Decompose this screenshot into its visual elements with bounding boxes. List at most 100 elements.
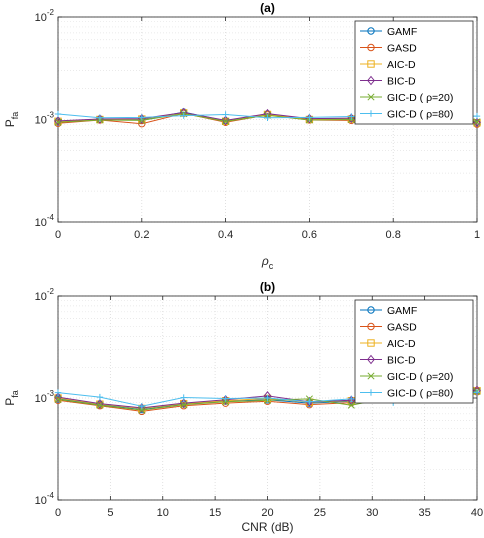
legend-item: AIC-D	[360, 59, 416, 71]
data-point	[348, 113, 355, 120]
data-point	[473, 118, 481, 126]
y-tick-base: 10	[35, 217, 47, 229]
x-axis-label-main: ρ	[261, 254, 269, 268]
legend-item: BIC-D	[360, 76, 416, 88]
legend-item: GIC-D ( ρ=20)	[360, 92, 453, 104]
y-tick-label: 10-4	[35, 491, 55, 507]
x-tick-label: 0.2	[134, 229, 149, 241]
legend-label: AIC-D	[387, 59, 416, 71]
legend-label: GAMF	[387, 26, 417, 38]
y-tick-base: 10	[35, 12, 47, 24]
legend-label: GIC-D ( ρ=20)	[387, 371, 453, 383]
legend-label: GIC-D ( ρ=80)	[387, 109, 453, 121]
y-tick-label: 10-4	[35, 213, 55, 229]
legend-label: GIC-D ( ρ=80)	[387, 388, 453, 400]
x-axis-label-sub: c	[269, 261, 274, 271]
data-point	[222, 398, 230, 406]
y-tick-base: 10	[35, 291, 47, 303]
y-tick-exponent: -4	[47, 491, 55, 500]
x-axis-label-main: CNR (dB)	[241, 520, 293, 534]
x-tick-label: 40	[471, 507, 483, 519]
data-point	[96, 393, 104, 401]
data-point	[54, 389, 62, 396]
x-tick-label: 0.6	[302, 229, 317, 241]
data-point	[367, 339, 375, 347]
legend-item: GAMF	[360, 26, 417, 38]
x-tick-label: 0	[55, 507, 61, 519]
y-tick-exponent: -2	[47, 287, 55, 296]
data-point	[367, 354, 375, 365]
data-point	[367, 93, 375, 101]
legend-label: AIC-D	[387, 338, 416, 350]
y-axis-label: Pfa	[3, 112, 20, 128]
legend-item: GASD	[360, 322, 417, 334]
data-point	[306, 398, 313, 405]
x-tick-label: 1	[474, 229, 480, 241]
legend-label: BIC-D	[387, 355, 416, 367]
legend-item: GAMF	[360, 305, 417, 317]
legend: GAMF GASD AIC-D BIC-D GIC-D ( ρ=20) GIC-D ( ρ…	[354, 20, 474, 125]
data-point	[222, 117, 230, 125]
y-tick-label: 10-3	[35, 111, 55, 127]
data-point	[54, 395, 62, 403]
data-point	[367, 306, 375, 314]
legend-item: GIC-D ( ρ=80)	[360, 388, 453, 400]
data-point	[54, 392, 62, 402]
legend: GAMF GASD AIC-D BIC-D GIC-D ( ρ=20) GIC-D ( ρ…	[354, 299, 474, 404]
legend-item: BIC-D	[360, 355, 416, 367]
legend-label: GASD	[387, 322, 417, 334]
data-point	[96, 398, 104, 409]
legend-item: GASD	[360, 43, 417, 55]
data-point	[367, 389, 375, 396]
x-tick-label: 5	[107, 507, 113, 519]
x-axis-label: CNR (dB)	[241, 520, 293, 534]
x-tick-label: 0	[55, 229, 61, 241]
data-point	[96, 401, 104, 409]
y-axis-label-main: P	[3, 119, 17, 127]
data-point	[367, 60, 375, 68]
data-point	[138, 114, 145, 121]
x-tick-label: 35	[419, 507, 431, 519]
legend-item: AIC-D	[360, 338, 416, 350]
y-tick-base: 10	[35, 495, 47, 507]
y-tick-label: 10-2	[35, 8, 55, 24]
data-point	[367, 322, 375, 331]
x-tick-label: 0.4	[218, 229, 233, 241]
y-axis-label-main: P	[3, 398, 17, 406]
data-point	[367, 43, 375, 52]
legend-box	[354, 20, 474, 125]
data-point	[138, 403, 145, 410]
legend-label: BIC-D	[387, 76, 416, 88]
y-tick-exponent: -3	[47, 389, 55, 398]
y-axis-label-sub: fa	[10, 112, 20, 120]
y-tick-base: 10	[35, 115, 47, 127]
chart-title: (b)	[260, 280, 275, 294]
data-point	[473, 112, 481, 120]
chart-a: 0 0.2 0.4 0.6 0.8 110-410-310-2 (a)ρcPfaGAMFGA…	[3, 1, 481, 271]
data-point	[180, 394, 187, 401]
data-point	[367, 372, 375, 380]
legend-item: GIC-D ( ρ=80)	[360, 109, 453, 121]
data-point	[264, 114, 271, 121]
data-point	[222, 111, 229, 118]
data-point	[473, 388, 481, 396]
y-tick-exponent: -3	[47, 111, 55, 120]
y-tick-base: 10	[35, 393, 47, 405]
data-point	[138, 406, 146, 414]
data-point	[306, 114, 313, 121]
legend-label: GASD	[387, 43, 417, 55]
legend-label: GIC-D ( ρ=20)	[387, 92, 453, 104]
x-tick-label: 15	[209, 507, 221, 519]
y-tick-label: 10-3	[35, 389, 55, 405]
legend-label: GAMF	[387, 305, 417, 317]
x-tick-label: 20	[261, 507, 273, 519]
y-axis-label: Pfa	[3, 390, 20, 406]
x-tick-label: 0.8	[386, 229, 401, 241]
y-tick-exponent: -4	[47, 213, 55, 222]
chart-title: (a)	[260, 1, 275, 15]
data-point	[367, 110, 375, 117]
data-point	[222, 395, 229, 402]
x-axis-label: ρc	[261, 254, 274, 271]
